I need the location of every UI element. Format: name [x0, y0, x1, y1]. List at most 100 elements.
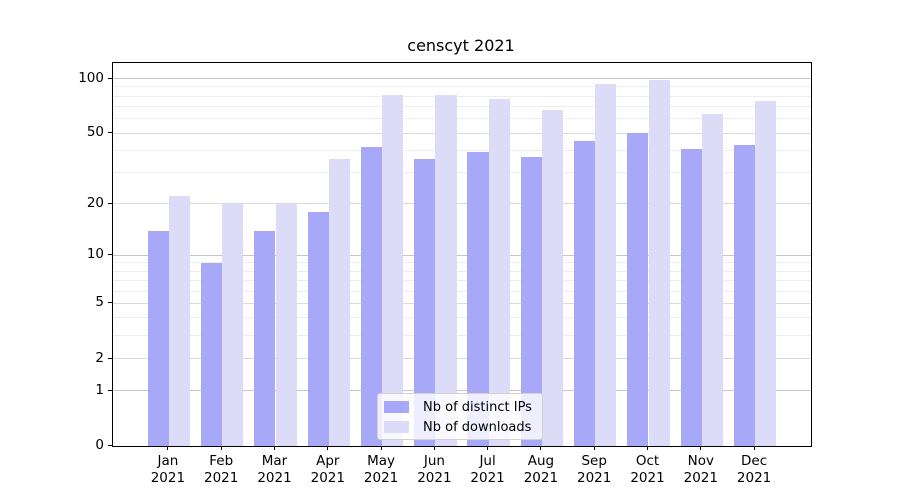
x-tick-label-month-may: May	[367, 453, 396, 469]
gridline-y-70	[113, 106, 811, 108]
bar-downloads-dec	[755, 101, 777, 446]
x-tick-dec	[753, 446, 755, 450]
bar-distinct-ips-nov	[680, 148, 702, 446]
bar-distinct-ips-jul	[467, 152, 489, 446]
x-tick-label-month-jun: Jun	[423, 453, 445, 469]
x-tick-feb	[220, 446, 222, 450]
bar-distinct-ips-apr	[307, 211, 329, 446]
x-tick-mar	[274, 446, 275, 450]
y-tick-label-1: 1	[95, 381, 104, 398]
y-tick-10	[108, 254, 112, 256]
y-tick-0	[108, 445, 112, 446]
gridline-y-50	[113, 132, 811, 134]
x-tick-label-year-feb: 2021	[204, 469, 239, 486]
x-tick-label-month-oct: Oct	[635, 453, 660, 469]
x-tick-label-year-aug: 2021	[523, 469, 559, 486]
x-tick-jan	[167, 446, 169, 450]
bar-distinct-ips-oct	[627, 133, 649, 446]
x-tick-label-oct: Oct 2021	[608, 453, 688, 486]
legend-label-distinct-ips: Nb of distinct IPs	[423, 399, 532, 415]
y-tick-label-50: 50	[86, 124, 104, 141]
x-tick-oct	[647, 446, 648, 450]
x-tick-label-mar: Mar 2021	[235, 453, 315, 486]
bar-downloads-jun	[435, 95, 457, 446]
x-tick-may	[380, 446, 382, 450]
x-tick-apr	[327, 446, 329, 450]
x-tick-label-jun: Jun 2021	[394, 453, 474, 486]
x-tick-label-month-jul: Jul	[479, 453, 496, 469]
x-tick-label-year-may: 2021	[363, 469, 399, 486]
x-tick-label-jul: Jul 2021	[448, 453, 528, 486]
y-tick-label-0: 0	[95, 437, 104, 453]
bar-downloads-mar	[275, 203, 297, 446]
bar-distinct-ips-aug	[520, 156, 542, 446]
x-tick-label-sep: Sep 2021	[554, 453, 634, 486]
gridline-y-9	[113, 262, 811, 264]
x-tick-label-year-dec: 2021	[736, 469, 772, 486]
bar-distinct-ips-feb	[200, 262, 223, 446]
bar-downloads-oct	[648, 80, 670, 446]
x-tick-label-year-nov: 2021	[683, 469, 718, 486]
x-tick-jun	[433, 446, 435, 450]
x-tick-label-jan: Jan 2021	[128, 453, 208, 486]
bar-downloads-jul	[488, 99, 510, 446]
y-tick-label-10: 10	[86, 246, 104, 263]
gridline-y-80	[113, 95, 811, 97]
y-tick-5	[108, 302, 112, 304]
x-tick-label-year-jul: 2021	[470, 469, 505, 486]
y-tick-label-5: 5	[95, 294, 104, 311]
legend-item-distinct-ips: Nb of distinct IPs	[384, 399, 532, 415]
bar-downloads-aug	[541, 110, 564, 446]
y-tick-50	[108, 132, 112, 134]
y-tick-label-20: 20	[86, 194, 104, 211]
legend-label-downloads: Nb of downloads	[423, 419, 532, 435]
x-tick-label-month-nov: Nov	[687, 453, 714, 469]
y-tick-2	[108, 357, 112, 359]
gridline-y-2	[113, 358, 811, 360]
x-tick-label-nov: Nov 2021	[661, 453, 741, 486]
gridline-y-60	[113, 118, 811, 120]
bar-downloads-nov	[701, 113, 724, 446]
x-tick-label-month-feb: Feb	[209, 453, 234, 469]
gridline-y-7	[113, 279, 811, 281]
x-tick-label-dec: Dec 2021	[714, 453, 794, 486]
x-tick-label-feb: Feb 2021	[181, 453, 261, 486]
x-tick-label-month-dec: Dec	[741, 453, 768, 469]
legend-swatch-distinct-ips	[384, 401, 409, 413]
bar-downloads-jan	[168, 196, 191, 446]
chart-title: censcyt 2021	[407, 36, 515, 55]
x-tick-label-apr: Apr 2021	[288, 453, 368, 486]
x-tick-label-year-apr: 2021	[310, 469, 345, 486]
x-tick-label-month-apr: Apr	[316, 453, 340, 469]
x-tick-aug	[540, 446, 542, 450]
legend: Nb of distinct IPs Nb of downloads	[377, 393, 543, 440]
bar-distinct-ips-sep	[573, 141, 596, 446]
y-tick-100	[108, 77, 112, 79]
gridline-y-20	[113, 203, 811, 205]
y-tick-label-2: 2	[95, 349, 104, 366]
legend-swatch-downloads	[384, 421, 409, 433]
x-tick-label-year-mar: 2021	[257, 469, 292, 486]
x-tick-nov	[700, 446, 702, 450]
x-tick-label-year-oct: 2021	[630, 469, 665, 486]
gridline-y-90	[113, 86, 811, 88]
bar-distinct-ips-mar	[254, 230, 276, 446]
gridline-y-6	[113, 290, 811, 292]
x-tick-label-may: May 2021	[341, 453, 421, 486]
gridline-y-40	[113, 149, 811, 151]
gridline-y-100	[113, 78, 811, 80]
y-tick-label-100: 100	[78, 69, 104, 86]
x-tick-sep	[593, 446, 595, 450]
x-tick-jul	[487, 446, 489, 450]
bar-distinct-ips-dec	[733, 144, 756, 446]
bar-downloads-sep	[595, 84, 617, 446]
gridline-y-4	[113, 317, 811, 319]
x-tick-label-aug: Aug 2021	[501, 453, 581, 486]
gridline-y-10	[113, 254, 811, 256]
x-tick-label-month-sep: Sep	[581, 453, 607, 469]
gridline-y-5	[113, 302, 811, 304]
y-tick-20	[108, 202, 112, 204]
bar-distinct-ips-may	[360, 146, 383, 446]
bar-downloads-may	[382, 95, 404, 446]
bar-downloads-feb	[222, 203, 244, 446]
